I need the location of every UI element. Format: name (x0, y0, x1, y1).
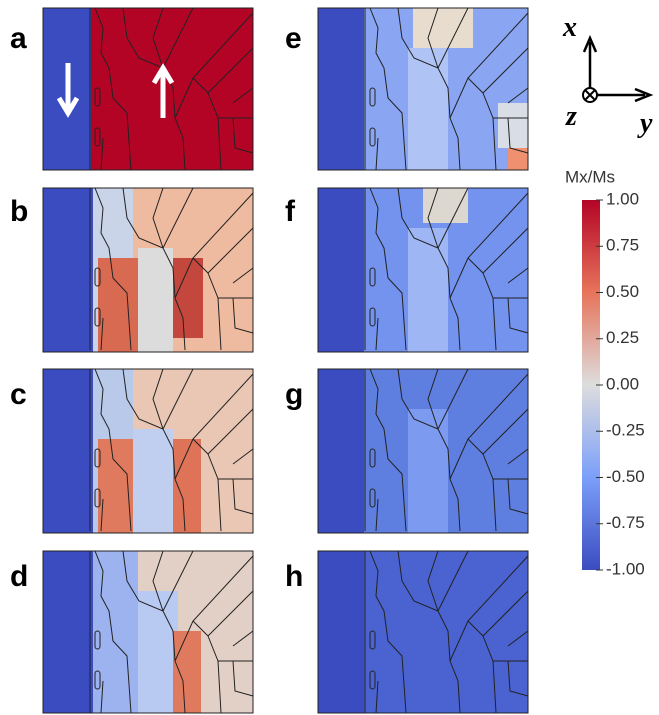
map-panel (317, 7, 529, 171)
axis-label: z (565, 101, 577, 132)
map-panel (317, 550, 529, 714)
panel-label: f (285, 195, 296, 228)
panel-label: a (10, 22, 27, 55)
map-panel (42, 187, 254, 353)
panel-label: b (10, 195, 28, 228)
colorbar-tick-label: -0.50 (606, 467, 645, 486)
colorbar (582, 200, 600, 570)
colorbar-tick-label: -1.00 (606, 559, 645, 578)
axis-label: x (562, 12, 577, 43)
colorbar-tick-label: 1.00 (606, 189, 639, 208)
panel-label: d (10, 560, 28, 593)
map-panel (42, 7, 254, 171)
colorbar-title: Mx/Ms (565, 167, 615, 186)
colorbar-tick-label: 0.25 (606, 328, 639, 347)
axes-icon: x y z (562, 12, 654, 139)
colorbar-tick-label: -0.75 (606, 513, 645, 532)
axis-label: y (637, 108, 653, 139)
colorbar-tick-label: 0.75 (606, 236, 639, 255)
colorbar-tick-label: 0.00 (606, 374, 639, 393)
panels (42, 7, 529, 714)
panel-label: e (285, 22, 302, 55)
map-panel (42, 550, 254, 714)
map-panel (317, 187, 529, 353)
map-panel (317, 368, 529, 534)
colorbar-tick-label: 0.50 (606, 282, 639, 301)
map-panel (42, 368, 254, 534)
panel-label: c (10, 378, 27, 411)
panel-label: h (285, 560, 303, 593)
colorbar-tick-label: -0.25 (606, 421, 645, 440)
panel-label: g (285, 378, 303, 411)
